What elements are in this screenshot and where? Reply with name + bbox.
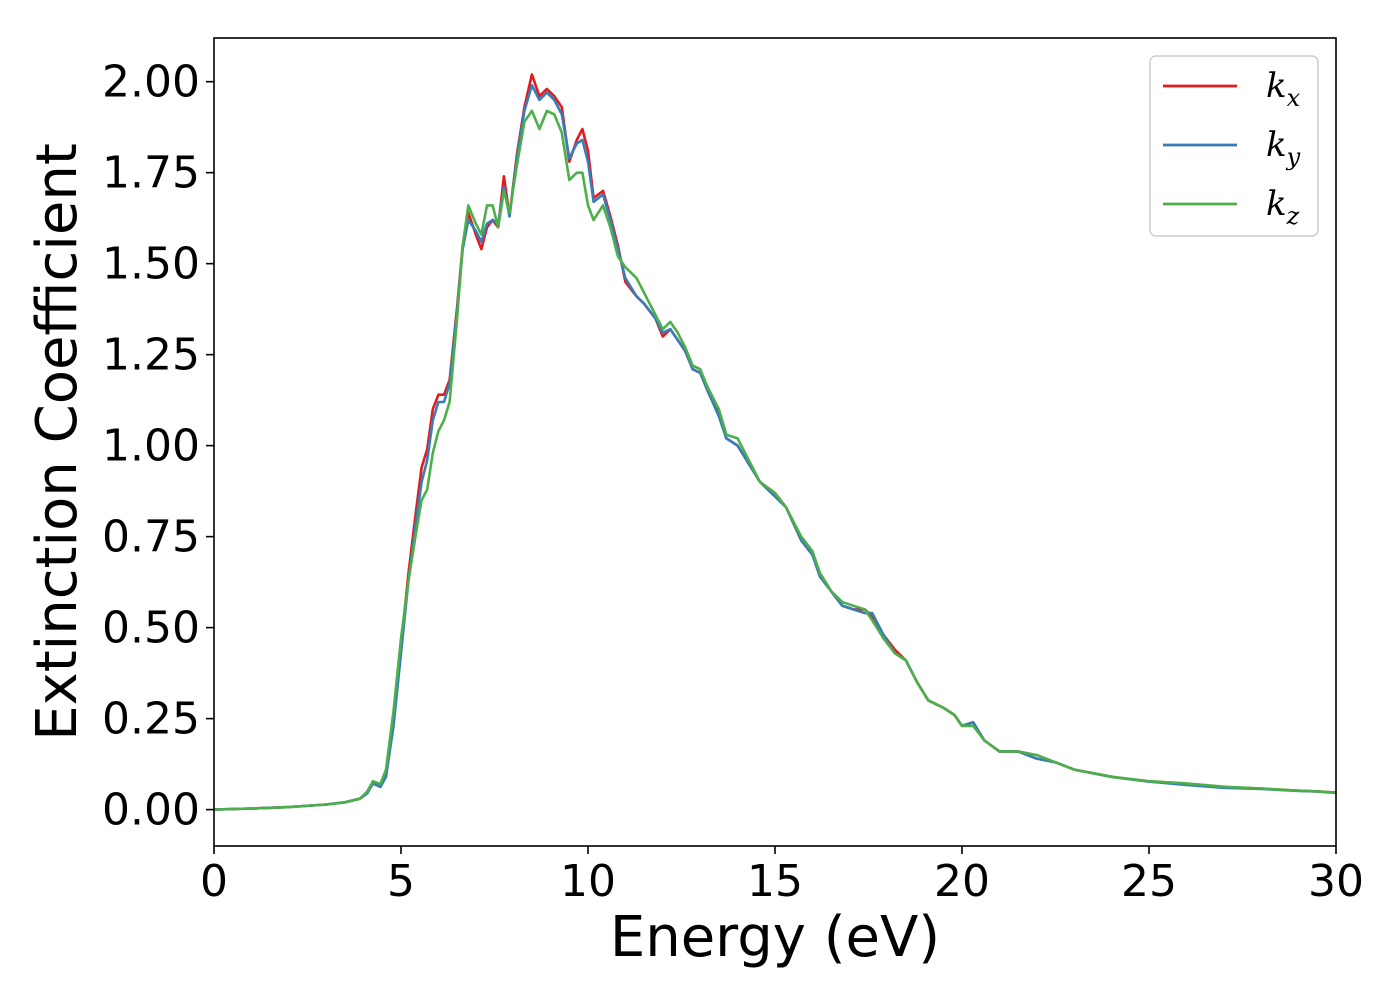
x-axis-title: Energy (eV) — [610, 905, 940, 970]
y-tick-label: 0.75 — [102, 512, 200, 563]
x-tick-label: 25 — [1121, 856, 1177, 907]
y-tick-label: 0.50 — [102, 603, 200, 654]
y-axis: 0.00 0.25 0.50 0.75 1.00 1.25 1.50 1.75 2.00 — [102, 57, 214, 836]
y-axis-title: Extinction Coefficient — [25, 143, 90, 741]
legend-subscript: y — [1286, 143, 1301, 171]
y-tick-label: 1.25 — [102, 330, 200, 381]
x-tick-label: 30 — [1308, 856, 1364, 907]
x-tick-label: 20 — [934, 856, 990, 907]
legend-subscript: x — [1287, 84, 1301, 112]
y-tick-label: 0.25 — [102, 694, 200, 745]
series-line-z — [213, 109, 1337, 811]
x-tick-label: 0 — [200, 856, 228, 907]
x-tick-label: 10 — [560, 856, 616, 907]
x-tick-label: 5 — [387, 856, 415, 907]
legend-subscript: z — [1286, 202, 1300, 230]
y-tick-label: 1.75 — [102, 148, 200, 199]
legend-label-y: ky — [1266, 125, 1301, 171]
y-tick-label: 2.00 — [102, 57, 200, 108]
plot-background — [214, 38, 1336, 846]
x-tick-label: 15 — [747, 856, 803, 907]
series-layer — [213, 73, 1337, 811]
y-tick-label: 0.00 — [102, 785, 200, 836]
x-axis: 0 5 10 15 20 25 30 — [200, 846, 1364, 907]
y-tick-label: 1.50 — [102, 239, 200, 290]
y-tick-label: 1.00 — [102, 421, 200, 472]
